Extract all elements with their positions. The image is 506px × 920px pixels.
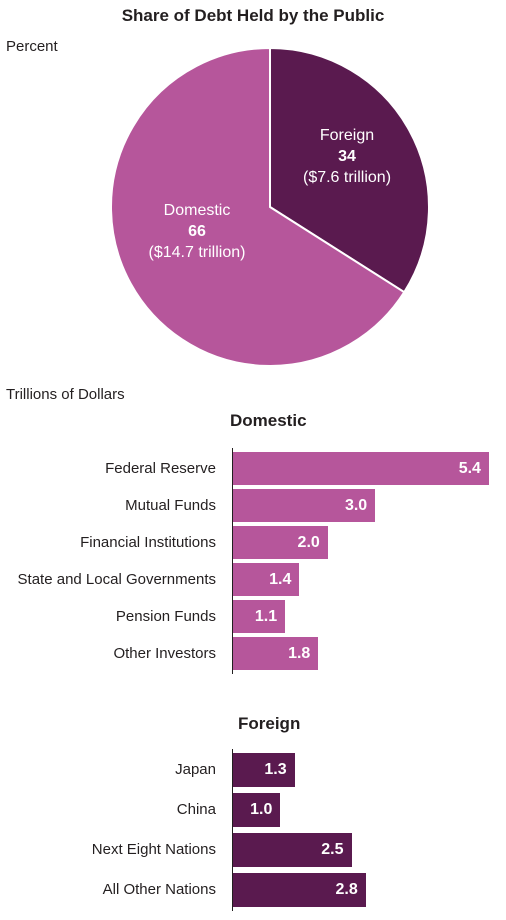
- pie-label-foreign-value-label: 34: [338, 148, 356, 165]
- domestic-category-label-pension-funds: Pension Funds: [115, 607, 216, 625]
- foreign-axis-line: [232, 749, 233, 911]
- foreign-category-label-japan: Japan: [175, 761, 216, 778]
- domestic-axis-line: [232, 448, 233, 674]
- foreign-category-label-all-other-nations: All Other Nations: [102, 881, 216, 898]
- domestic-category-label-other-investors: Other Investors: [113, 644, 216, 662]
- domestic-bar-state-and-local-governments: [233, 563, 300, 596]
- domestic-bar-financial-institutions: [233, 526, 328, 559]
- foreign-value-label-japan: 1.3: [264, 761, 287, 778]
- foreign-bar-all-other-nations: [233, 873, 366, 907]
- pie-label-domestic-name: Domestic: [164, 202, 231, 219]
- foreign-value-label-next-eight-nations: 2.5: [321, 841, 344, 858]
- domestic-bar-mutual-funds: [233, 489, 376, 522]
- domestic-category-label-financial-institutions: Financial Institutions: [80, 533, 216, 551]
- domestic-value-label-federal-reserve: 5.4: [458, 459, 481, 477]
- bar-unit-label: Trillions of Dollars: [6, 386, 125, 403]
- pie-label-foreign-name: Foreign: [320, 127, 374, 144]
- foreign-category-label-china: China: [176, 801, 216, 818]
- chart-title: Share of Debt Held by the Public: [121, 6, 385, 25]
- domestic-bar-pension-funds: [233, 600, 286, 633]
- domestic-bar-federal-reserve: [233, 452, 489, 485]
- pie-label-domestic-amount: ($14.7 trillion): [149, 244, 246, 261]
- foreign-value-label-all-other-nations: 2.8: [335, 881, 358, 898]
- domestic-value-label-state-and-local-governments: 1.4: [269, 570, 292, 588]
- domestic-category-label-state-and-local-governments: State and Local Governments: [17, 570, 216, 588]
- domestic-category-label-federal-reserve: Federal Reserve: [105, 459, 216, 477]
- domestic-value-label-other-investors: 1.8: [288, 644, 311, 662]
- domestic-bar-other-investors: [233, 637, 319, 670]
- foreign-value-label-china: 1.0: [250, 801, 273, 818]
- pie-slice-domestic: [110, 46, 406, 367]
- domestic-value-label-financial-institutions: 2.0: [297, 533, 320, 551]
- domestic-value-label-mutual-funds: 3.0: [344, 496, 368, 514]
- pie-chart: Foreign 34 ($7.6 trillion) Domestic 66 ($14.7…: [110, 46, 430, 367]
- domestic-category-label-mutual-funds: Mutual Funds: [125, 496, 216, 514]
- foreign-category-label-next-eight-nations: Next Eight Nations: [91, 841, 216, 858]
- foreign-bar-japan: [233, 753, 295, 787]
- domestic-value-label-pension-funds: 1.1: [254, 607, 278, 625]
- pie-unit-label: Percent: [6, 38, 58, 55]
- domestic-section-title: Domestic: [230, 411, 307, 430]
- foreign-bar-china: [233, 793, 281, 827]
- foreign-section-title: Foreign: [238, 714, 301, 733]
- pie-label-foreign-amount: ($7.6 trillion): [303, 169, 391, 186]
- foreign-bar-next-eight-nations: [233, 833, 352, 867]
- pie-label-domestic-value-label: 66: [188, 223, 206, 240]
